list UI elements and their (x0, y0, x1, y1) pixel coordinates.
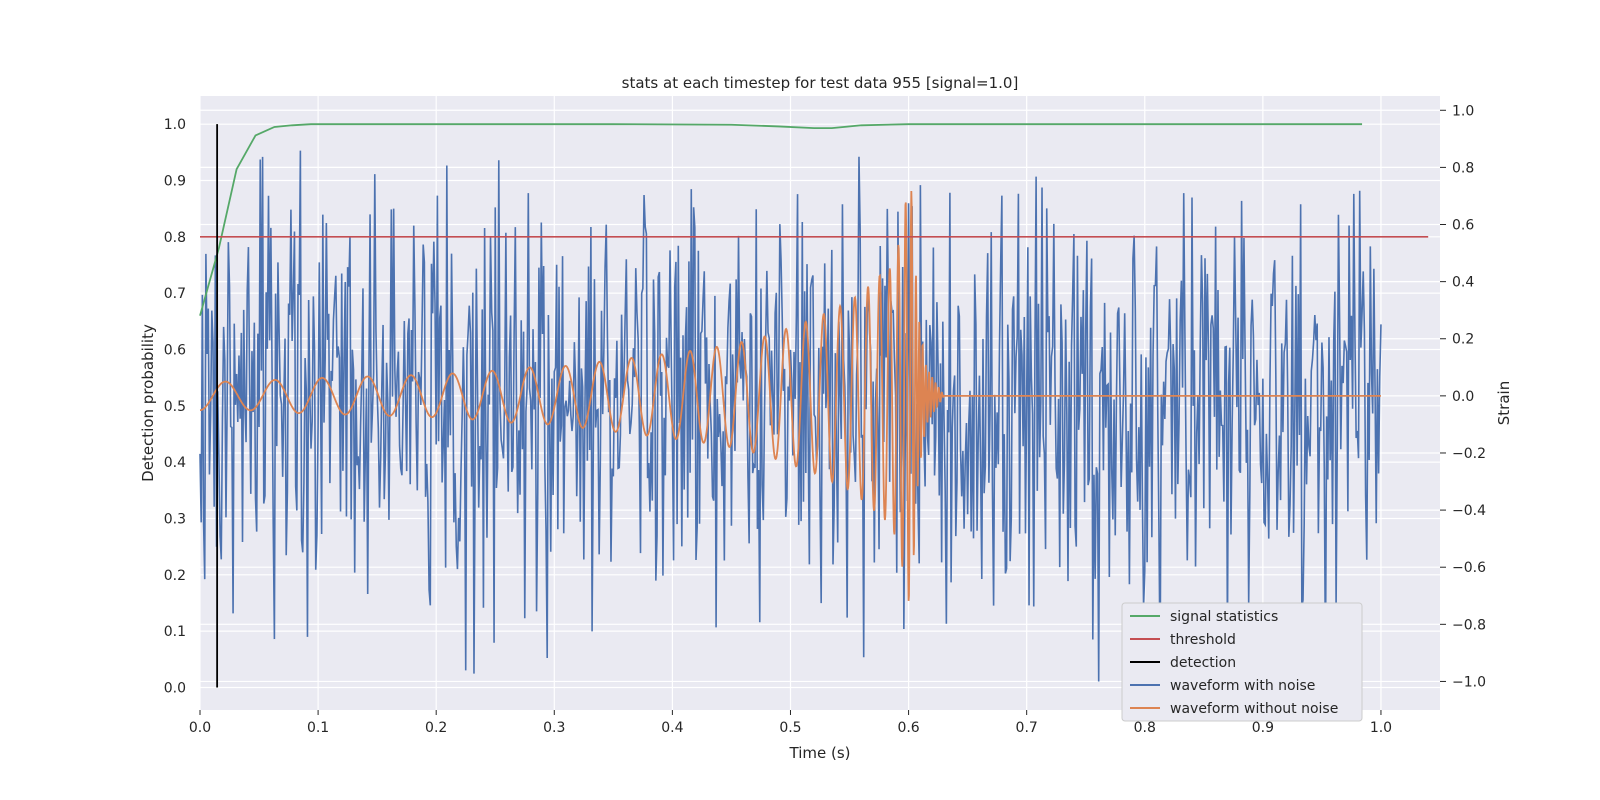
y-tick-label: 0.0 (164, 680, 186, 696)
y2-tick-label: −0.6 (1452, 560, 1486, 576)
chart-title: stats at each timestep for test data 955… (622, 74, 1019, 92)
series-signal-statistics (199, 123, 1363, 316)
y-tick-label: 1.0 (164, 117, 186, 133)
legend-box (1121, 602, 1363, 722)
legend: signal statistics threshold detection wa… (1121, 602, 1363, 722)
plot-marks (199, 123, 1429, 688)
y-tick-label: 0.3 (164, 511, 186, 527)
x-tick-label: 0.4 (661, 720, 683, 736)
legend-label-waveform-without-noise: waveform without noise (1170, 701, 1338, 717)
y-tick-label: 0.7 (164, 286, 186, 302)
y-axis-label: Detection probability (139, 324, 157, 482)
legend-label-threshold: threshold (1170, 632, 1236, 648)
x-tick-label: 0.8 (1134, 720, 1156, 736)
x-tick-label: 0.9 (1252, 720, 1274, 736)
y-tick-label: 0.6 (164, 342, 186, 358)
x-tick-label: 1.0 (1370, 720, 1392, 736)
x-tick-label: 0.2 (425, 720, 447, 736)
y2-tick-label: 1.0 (1452, 103, 1474, 119)
y2-tick-label: 0.6 (1452, 218, 1474, 234)
x-tick-label: 0.3 (543, 720, 565, 736)
legend-label-waveform-with-noise: waveform with noise (1170, 678, 1315, 694)
series-waveform-without-noise (199, 191, 1381, 601)
y-tick-label: 0.1 (164, 624, 186, 640)
axes: 0.0 0.1 0.2 0.3 0.4 0.5 0.6 0.7 0.8 0.9 1.0 0.0 0.1 0… (164, 103, 1486, 736)
legend-label-detection: detection (1170, 655, 1236, 671)
y2-tick-label: 0.4 (1452, 275, 1474, 291)
y-tick-label: 0.9 (164, 173, 186, 189)
y-tick-label: 0.4 (164, 455, 186, 471)
y2-tick-label: −0.8 (1452, 617, 1486, 633)
x-axis-label: Time (s) (789, 744, 851, 762)
x-tick-label: 0.6 (897, 720, 919, 736)
y2-tick-label: 0.0 (1452, 389, 1474, 405)
series-waveform-with-noise (199, 150, 1382, 682)
x-tick-label: 0.5 (779, 720, 801, 736)
y-tick-label: 0.2 (164, 568, 186, 584)
x-tick-label: 0.0 (189, 720, 211, 736)
x-tick-label: 0.1 (307, 720, 329, 736)
y2-tick-label: −1.0 (1452, 674, 1486, 690)
y2-tick-label: −0.2 (1452, 446, 1486, 462)
x-tick-label: 0.7 (1016, 720, 1038, 736)
y-tick-label: 0.8 (164, 230, 186, 246)
y2-tick-label: −0.4 (1452, 503, 1486, 519)
y-tick-label: 0.5 (164, 399, 186, 415)
y2-axis-label: Strain (1495, 381, 1513, 425)
legend-label-signal-statistics: signal statistics (1170, 609, 1278, 625)
y2-tick-label: 0.8 (1452, 160, 1474, 176)
y2-tick-label: 0.2 (1452, 332, 1474, 348)
